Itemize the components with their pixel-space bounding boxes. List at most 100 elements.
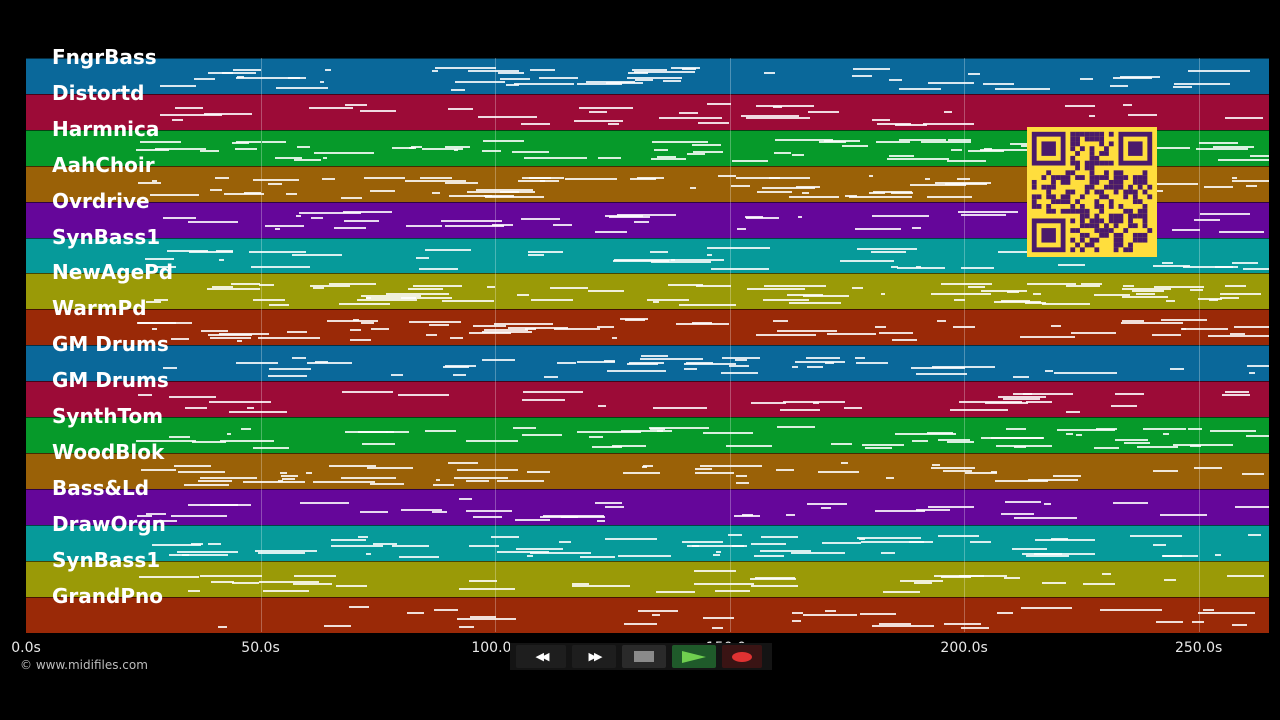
note-mark [596,519,605,522]
note-mark [247,407,255,410]
note-mark [482,359,515,362]
note-mark [628,362,665,365]
note-mark [856,248,917,251]
note-mark [1163,579,1176,582]
note-mark [450,88,465,91]
play-button[interactable] [672,645,716,668]
note-mark [341,391,393,394]
note-mark [576,361,615,364]
note-mark [1232,176,1237,179]
note-mark [410,145,423,148]
note-mark [543,515,605,518]
note-mark [1220,296,1240,299]
note-mark [345,431,389,434]
note-mark [650,260,711,263]
note-mark [167,249,208,252]
note-mark [625,318,645,321]
note-mark [529,68,555,71]
note-mark [1247,534,1262,537]
note-mark [223,193,264,196]
note-mark [785,514,796,517]
note-mark [199,149,219,152]
track-label: GM Drums [52,368,169,393]
note-mark [207,72,234,75]
note-mark [700,465,762,468]
note-mark [160,114,222,117]
note-mark [938,534,980,537]
note-mark [683,363,736,366]
note-mark [494,322,554,325]
note-mark [717,174,737,177]
note-layer [26,274,1269,309]
note-mark [230,282,260,285]
note-mark [909,183,966,186]
note-mark [183,483,229,486]
fast-forward-button[interactable]: ▶▶ [572,645,616,668]
note-mark [577,430,641,433]
track-label: Harmnica [52,116,160,141]
note-mark [153,299,169,302]
note-mark [210,337,251,340]
note-mark [192,440,226,443]
note-mark [859,537,865,540]
note-mark [1032,292,1041,295]
record-button[interactable] [722,645,762,668]
track-label: DrawOrgn [52,511,166,536]
note-mark [1022,393,1074,396]
note-mark [964,471,997,474]
note-mark [916,508,950,511]
note-mark [703,616,734,619]
note-mark [611,336,618,339]
note-mark [1122,104,1132,107]
track-lane: Bass&Ld [26,476,1269,526]
note-mark [492,224,514,227]
note-mark [1065,104,1096,107]
note-mark [401,509,443,512]
note-mark [243,481,305,483]
note-mark [468,580,497,583]
note-mark [370,482,405,485]
note-mark [361,295,422,298]
note-mark [527,251,564,254]
note-mark [422,148,464,151]
note-mark [872,119,891,122]
note-mark [954,299,965,302]
note-mark [1075,434,1082,437]
note-mark [365,553,371,556]
note-mark [278,479,284,482]
note-mark [1066,433,1073,436]
track-label: WoodBlok [52,439,165,464]
note-mark [373,542,398,545]
note-mark [136,440,196,443]
note-mark [651,158,687,161]
note-mark [521,122,551,125]
note-mark [146,513,166,516]
note-mark [623,472,661,475]
note-mark [763,299,810,302]
note-mark [942,470,972,473]
note-mark [484,195,545,198]
note-mark [539,180,559,183]
note-mark [681,541,723,544]
note-mark [226,432,231,435]
note-mark [482,140,524,143]
note-mark [297,146,310,149]
track-lane: Distortd [26,81,1269,131]
note-mark [219,332,270,335]
note-mark [949,409,1009,412]
rewind-button[interactable]: ◀◀ [516,645,566,668]
note-mark [415,256,429,259]
note-mark [1207,334,1269,337]
note-mark [150,193,200,196]
note-mark [217,626,228,629]
stop-button[interactable] [622,645,666,668]
note-mark [433,483,454,486]
note-mark [234,148,258,151]
note-mark [521,218,561,221]
note-mark [928,505,974,508]
note-mark [890,192,913,195]
note-mark [878,331,913,334]
note-mark [684,368,698,371]
note-mark [1202,608,1215,611]
